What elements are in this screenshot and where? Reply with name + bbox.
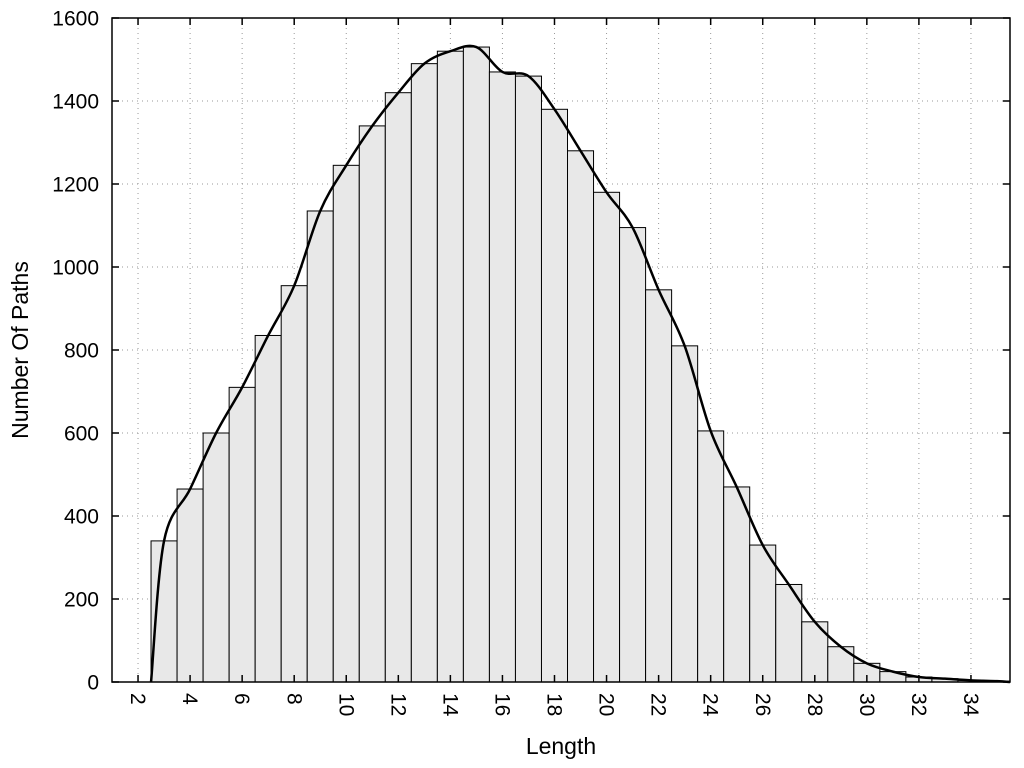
x-tick-label: 34 <box>959 693 982 717</box>
histogram-bar <box>671 345 699 683</box>
histogram-bar <box>280 285 308 683</box>
histogram-bar <box>358 125 386 683</box>
histogram-bar <box>306 210 334 683</box>
histogram-bar <box>410 63 438 683</box>
histogram-bar <box>697 430 725 683</box>
histogram-bar <box>619 227 647 683</box>
histogram-bar <box>332 164 360 683</box>
x-tick-label: 10 <box>334 693 357 716</box>
x-tick-label: 30 <box>855 693 878 716</box>
histogram-bar <box>202 432 230 683</box>
histogram-bar <box>436 50 464 683</box>
y-tick-label: 400 <box>64 505 99 528</box>
histogram-bar <box>540 108 569 683</box>
x-tick-label: 14 <box>438 693 461 717</box>
x-tick-label: 4 <box>178 693 201 705</box>
y-tick-label: 0 <box>87 671 99 694</box>
x-tick-label: 32 <box>907 693 930 716</box>
x-tick-label: 6 <box>230 693 253 705</box>
histogram-bar <box>488 71 516 683</box>
x-tick-label: 26 <box>751 693 774 716</box>
density-curve <box>149 44 1011 684</box>
y-tick-label: 1000 <box>52 256 99 279</box>
x-tick-label: 16 <box>491 693 514 716</box>
y-tick-label: 1200 <box>52 173 99 196</box>
histogram-bar <box>567 150 595 683</box>
y-axis-title: Number Of Paths <box>7 261 33 439</box>
x-axis-title: Length <box>526 733 596 759</box>
y-tick-label: 1400 <box>52 90 99 113</box>
y-tick-label: 600 <box>64 422 99 445</box>
histogram-bar <box>645 289 673 683</box>
y-tick-label: 1600 <box>52 7 99 30</box>
x-tick-label: 2 <box>126 693 149 705</box>
histogram-bar <box>749 544 777 683</box>
histogram-bar <box>593 191 621 683</box>
histogram-bar <box>150 540 178 683</box>
histogram-bar <box>462 46 490 683</box>
y-tick-label: 800 <box>64 339 99 362</box>
histogram-bar <box>384 92 412 683</box>
y-tick-label: 200 <box>64 588 99 611</box>
x-tick-label: 24 <box>699 693 722 717</box>
histogram-bar <box>228 386 256 683</box>
histogram-bar <box>514 75 542 683</box>
histogram-bar <box>176 488 204 683</box>
x-tick-label: 18 <box>543 693 566 716</box>
x-tick-label: 22 <box>647 693 670 716</box>
x-tick-label: 12 <box>386 693 409 716</box>
x-tick-label: 8 <box>282 693 305 705</box>
histogram-bar <box>723 486 751 683</box>
histogram-bar <box>254 334 282 683</box>
x-tick-label: 20 <box>595 693 618 716</box>
x-tick-label: 28 <box>803 693 826 716</box>
